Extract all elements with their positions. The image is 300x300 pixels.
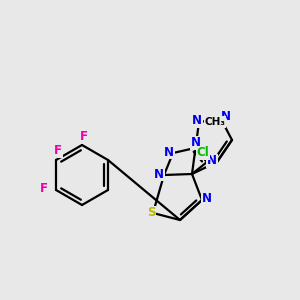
Text: N: N <box>192 115 202 128</box>
Text: N: N <box>191 136 201 149</box>
Text: Cl: Cl <box>196 146 209 160</box>
Text: F: F <box>54 145 62 158</box>
Text: S: S <box>147 206 155 220</box>
Text: N: N <box>154 167 164 181</box>
Text: F: F <box>80 130 88 142</box>
Text: CH₃: CH₃ <box>205 117 226 127</box>
Text: N: N <box>164 146 174 158</box>
Text: N: N <box>207 154 217 167</box>
Text: F: F <box>40 182 48 196</box>
Text: N: N <box>221 110 231 124</box>
Text: N: N <box>202 193 212 206</box>
